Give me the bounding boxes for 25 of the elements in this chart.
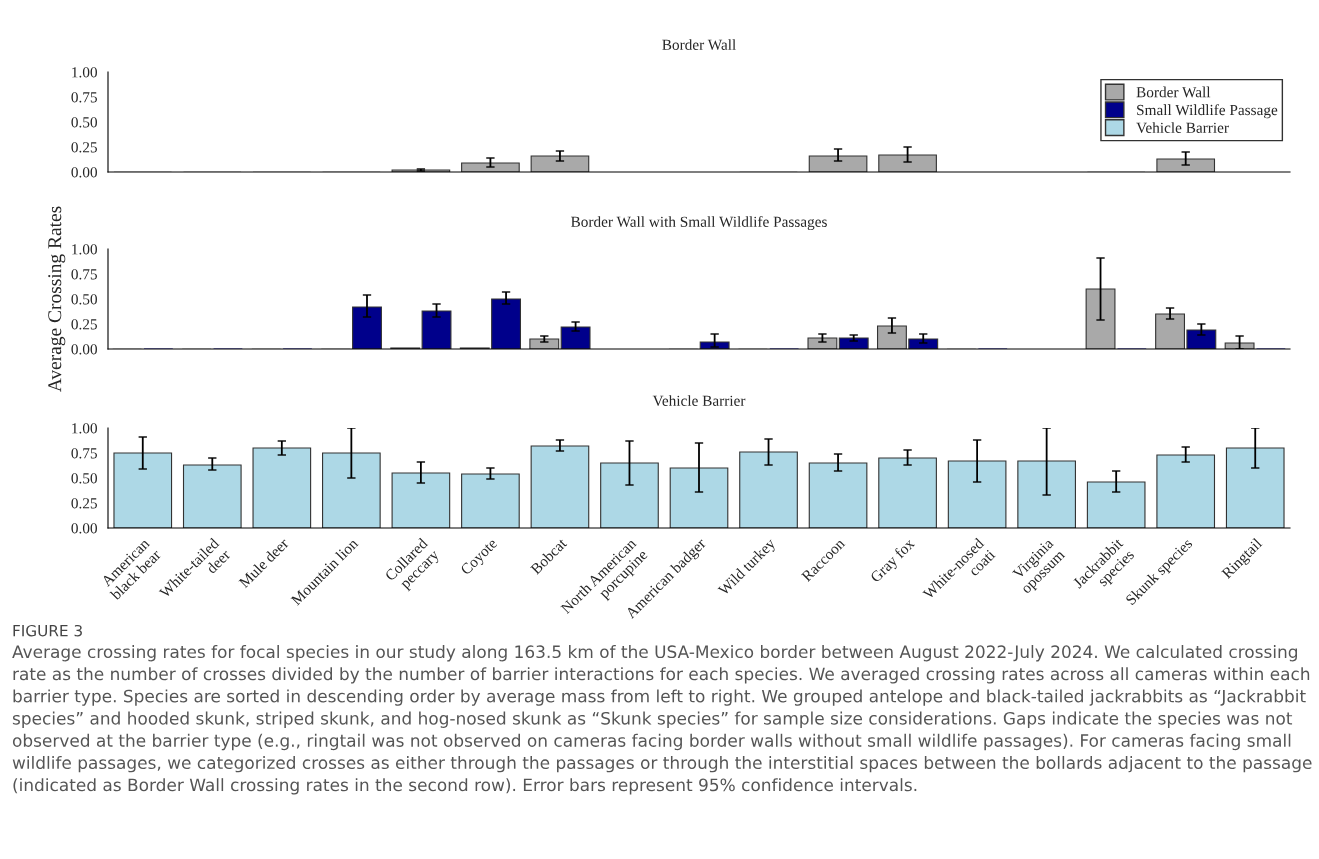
- text: Average crossing rates for focal species in our study along 163.5 km of the USA-Mexico border between August 2022-July 2024. We calculated crossing rate as the number of crosses divided by the number of barrier interactions for each species. We averaged crossing rates across all cameras within each barrier type. Species are sorted in descending order by average mass from left to right. We grouped antelope and black-tailed jackrabbits as “Jackrabbit species” and hooded skunk, striped skunk, and hog-nosed skunk as “Skunk species” for sample size considerations. Gaps indicate the species was not observed at the barrier type (e.g., ringtail was not observed on cameras facing border walls without small wildlife passages). For cameras facing small wildlife passages, we categorized crosses as either through the passages or through the interstitial spaces between the bollards adjacent to the passage (indicated as Border Wall crossing rates in the second row). Error bars represent 95% confidence intervals.: [12, 645, 1312, 795]
- y-tick-label: 0.25: [71, 498, 97, 509]
- chart-title: Border Wall: [662, 39, 736, 51]
- y-tick-label: 0.75: [71, 92, 97, 103]
- y-tick-label: 1.00: [72, 67, 97, 78]
- y-tick-label: 0.50: [71, 117, 97, 128]
- y-tick-label: 1.00: [72, 423, 97, 434]
- y-tick-label: 0.25: [71, 319, 97, 330]
- legend-label: Vehicle Barrier: [1136, 122, 1229, 134]
- y-tick-label: 0.50: [71, 294, 97, 305]
- y-tick-label: 0.75: [71, 448, 97, 459]
- y-tick-label: 0.00: [71, 167, 97, 178]
- y-axis-title: Average Crossing Rates: [48, 206, 66, 393]
- legend-label: Border Wall: [1136, 86, 1211, 98]
- y-tick-label: 0.25: [71, 142, 97, 153]
- y-tick-label: 0.00: [71, 523, 97, 534]
- y-tick-label: 0.00: [71, 344, 97, 355]
- legend-label: Small Wildlife Passage: [1137, 104, 1278, 119]
- y-tick-label: 0.50: [71, 473, 97, 484]
- y-tick-label: 1.00: [72, 244, 97, 255]
- x-tick-label: Gray fox: [869, 537, 918, 586]
- y-tick-label: 0.75: [71, 269, 97, 280]
- caption: FIGURE 3: [13, 624, 82, 637]
- chart-title: Border Wall with Small Wildlife Passages: [571, 216, 827, 231]
- chart-title: Vehicle Barrier: [652, 395, 746, 407]
